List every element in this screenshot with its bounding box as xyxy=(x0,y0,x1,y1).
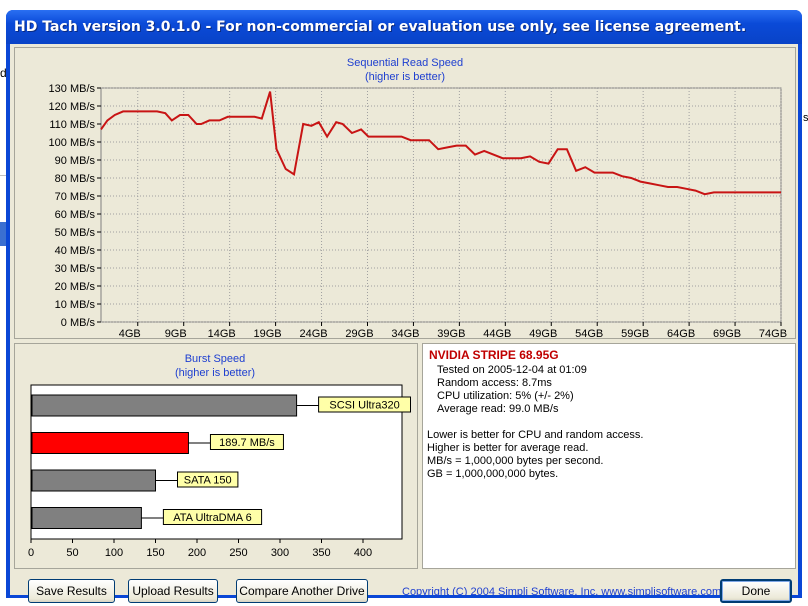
burst-speed-panel: Burst Speed (higher is better) SCSI Ultr… xyxy=(14,343,418,569)
x-tick-label: 44GB xyxy=(483,328,511,338)
x-tick-label: 74GB xyxy=(759,328,787,338)
sequential-chart-title: Sequential Read Speed xyxy=(346,57,464,69)
burst-x-tick-label: 200 xyxy=(188,547,206,559)
burst-x-tick-label: 250 xyxy=(229,547,247,559)
upload-results-button[interactable]: Upload Results xyxy=(128,579,218,603)
done-button[interactable]: Done xyxy=(720,579,792,603)
burst-label-box xyxy=(177,471,239,488)
sequential-x-axis: 4GB 9GB 14GB 19GB 24GB 29GB 34GB 39GB 44GB 49GB 54… xyxy=(119,322,787,338)
background-window-fragment: d xyxy=(0,66,7,80)
x-tick-label: 34GB xyxy=(391,328,419,338)
y-tick-label: 130 MB/s xyxy=(49,83,96,95)
sequential-plot-area xyxy=(100,87,782,323)
x-tick-label: 49GB xyxy=(529,328,557,338)
burst-chart-subtitle: (higher is better) xyxy=(174,367,256,379)
burst-x-tick-label: 0 xyxy=(28,547,34,559)
burst-x-axis: 0 50 100 150 200 250 300 350 400 xyxy=(28,539,372,559)
x-tick-label: 4GB xyxy=(119,328,141,338)
burst-label-box xyxy=(162,509,263,525)
sequential-chart-subtitle: (higher is better) xyxy=(364,71,446,83)
burst-bar xyxy=(31,469,156,492)
drive-name: NVIDIA STRIPE 68.95G xyxy=(429,348,559,362)
x-tick-label: 24GB xyxy=(299,328,327,338)
y-tick-label: 50 MB/s xyxy=(55,227,96,239)
y-tick-label: 0 MB/s xyxy=(61,317,96,329)
x-tick-label: 14GB xyxy=(208,328,236,338)
x-tick-label: 69GB xyxy=(713,328,741,338)
burst-bars: SCSI Ultra320 189.7 MB/s SATA 150 ATA Ultra… xyxy=(31,394,412,529)
burst-x-tick-label: 150 xyxy=(146,547,164,559)
burst-bar xyxy=(31,507,142,529)
x-tick-label: 59GB xyxy=(621,328,649,338)
background-right-edge xyxy=(802,0,808,606)
sequential-y-axis: 0 MB/s 10 MB/s 20 MB/s 30 MB/s 40 MB/s 50 MB/… xyxy=(49,83,101,329)
burst-bar xyxy=(31,432,189,454)
y-tick-label: 30 MB/s xyxy=(55,263,96,275)
background-bottom-edge xyxy=(0,598,808,606)
y-tick-label: 60 MB/s xyxy=(55,209,96,221)
burst-x-tick-label: 400 xyxy=(354,547,372,559)
burst-x-tick-label: 300 xyxy=(271,547,289,559)
sequential-read-chart: 0 MB/s 10 MB/s 20 MB/s 30 MB/s 40 MB/s 50 MB/… xyxy=(49,83,788,338)
sequential-chart-title-block: Sequential Read Speed (higher is better) xyxy=(305,56,505,84)
dialog-client-area: Sequential Read Speed (higher is better)… xyxy=(10,44,798,603)
x-tick-label: 39GB xyxy=(437,328,465,338)
random-access: Random access: 8.7ms xyxy=(437,377,552,389)
note-line: GB = 1,000,000,000 bytes. xyxy=(427,468,559,480)
y-tick-label: 110 MB/s xyxy=(49,119,95,131)
y-tick-label: 100 MB/s xyxy=(49,137,96,149)
y-tick-label: 70 MB/s xyxy=(55,191,96,203)
burst-label-box xyxy=(209,434,284,450)
cpu-utilization: CPU utilization: 5% (+/- 2%) xyxy=(437,390,574,402)
note-line: Lower is better for CPU and random acces… xyxy=(427,429,644,441)
burst-chart-title: Burst Speed xyxy=(184,353,246,365)
y-tick-label: 90 MB/s xyxy=(55,155,96,167)
sequential-read-line xyxy=(100,91,781,196)
note-line: MB/s = 1,000,000 bytes per second. xyxy=(427,455,604,467)
title-bar[interactable]: HD Tach version 3.0.1.0 - For non-commer… xyxy=(6,10,802,44)
burst-speed-chart: SCSI Ultra320 189.7 MB/s SATA 150 ATA Ultra… xyxy=(28,384,412,559)
save-results-button[interactable]: Save Results xyxy=(28,579,115,603)
hdtach-window: HD Tach version 3.0.1.0 - For non-commer… xyxy=(6,10,802,603)
y-tick-label: 120 MB/s xyxy=(49,101,96,113)
window-title: HD Tach version 3.0.1.0 - For non-commer… xyxy=(14,19,747,35)
burst-x-tick-label: 50 xyxy=(66,547,78,559)
burst-x-tick-label: 350 xyxy=(312,547,330,559)
copyright-link[interactable]: Copyright (C) 2004 Simpli Software, Inc.… xyxy=(402,586,722,598)
burst-bar-label: SCSI Ultra320 xyxy=(329,400,399,412)
compare-another-drive-button[interactable]: Compare Another Drive xyxy=(236,579,368,603)
burst-label-box xyxy=(318,396,412,413)
burst-bar xyxy=(31,394,298,417)
tested-on: Tested on 2005-12-04 at 01:09 xyxy=(437,364,587,376)
x-tick-label: 64GB xyxy=(667,328,695,338)
results-info-panel: NVIDIA STRIPE 68.95G Tested on 2005-12-0… xyxy=(422,343,796,569)
average-read: Average read: 99.0 MB/s xyxy=(437,403,559,415)
x-tick-label: 9GB xyxy=(165,328,187,338)
y-tick-label: 40 MB/s xyxy=(55,245,96,257)
y-tick-label: 20 MB/s xyxy=(55,281,96,293)
sequential-grid xyxy=(101,87,782,323)
burst-chart-title-block: Burst Speed (higher is better) xyxy=(115,352,315,380)
x-tick-label: 19GB xyxy=(254,328,282,338)
background-window-fragment-right: s xyxy=(803,112,808,124)
note-line: Higher is better for average read. xyxy=(427,442,589,454)
x-tick-label: 54GB xyxy=(575,328,603,338)
x-tick-label: 29GB xyxy=(345,328,373,338)
burst-bar-label: SATA 150 xyxy=(184,475,232,487)
y-tick-label: 10 MB/s xyxy=(55,299,96,311)
burst-bar-label: 189.7 MB/s xyxy=(219,437,275,449)
burst-x-tick-label: 100 xyxy=(105,547,123,559)
sequential-read-panel: Sequential Read Speed (higher is better)… xyxy=(14,47,796,339)
burst-bar-label: ATA UltraDMA 6 xyxy=(173,512,251,524)
y-tick-label: 80 MB/s xyxy=(55,173,96,185)
